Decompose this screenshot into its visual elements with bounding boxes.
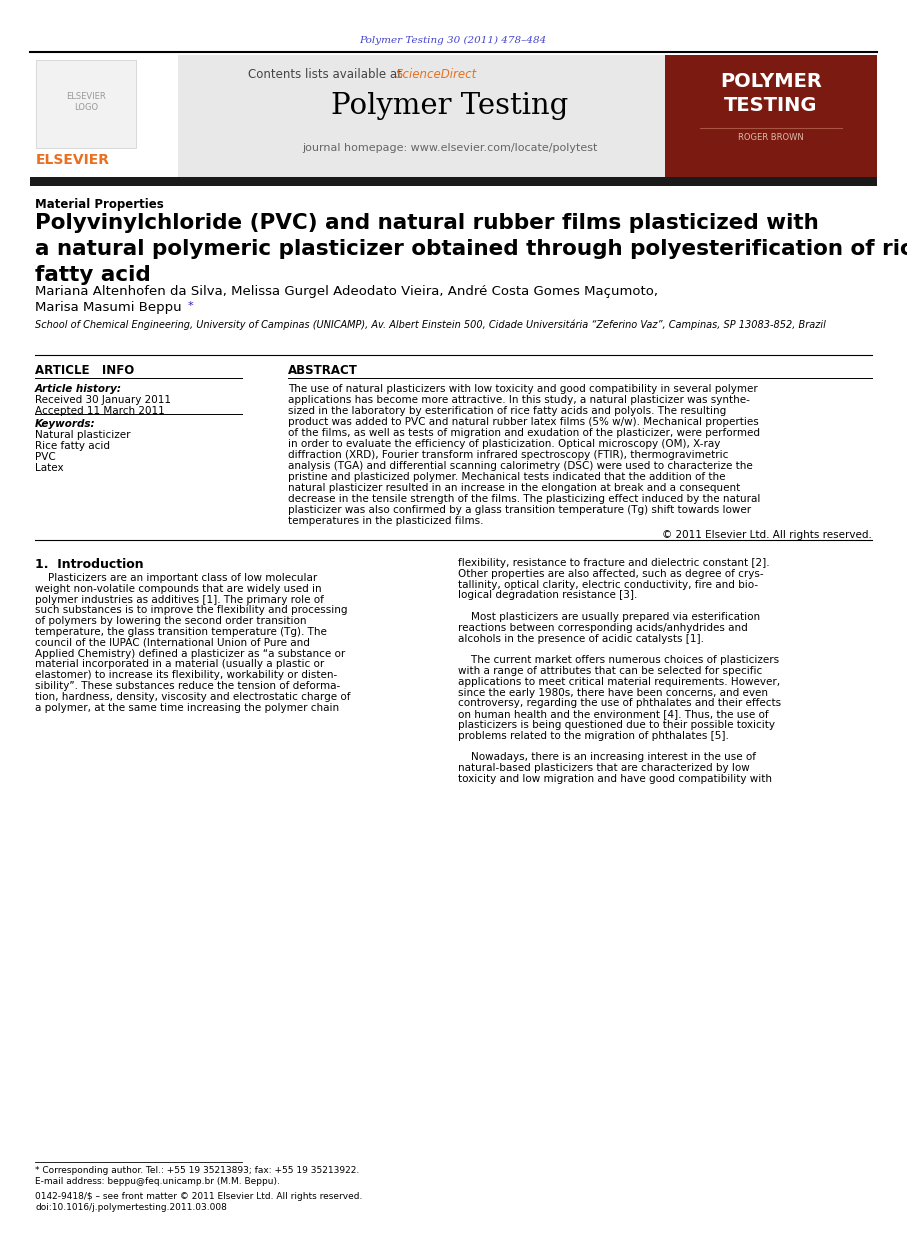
FancyBboxPatch shape — [30, 177, 877, 186]
Text: Plasticizers are an important class of low molecular: Plasticizers are an important class of l… — [35, 573, 317, 583]
Text: council of the IUPAC (International Union of Pure and: council of the IUPAC (International Unio… — [35, 638, 310, 647]
Text: applications has become more attractive. In this study, a natural plasticizer wa: applications has become more attractive.… — [288, 395, 750, 405]
Text: Keywords:: Keywords: — [35, 418, 95, 430]
Text: diffraction (XRD), Fourier transform infrared spectroscopy (FTIR), thermogravime: diffraction (XRD), Fourier transform inf… — [288, 449, 728, 461]
Text: alcohols in the presence of acidic catalysts [1].: alcohols in the presence of acidic catal… — [458, 634, 704, 644]
Text: such substances is to improve the flexibility and processing: such substances is to improve the flexib… — [35, 605, 347, 615]
Text: applications to meet critical material requirements. However,: applications to meet critical material r… — [458, 677, 780, 687]
Text: ARTICLE   INFO: ARTICLE INFO — [35, 364, 134, 378]
Text: plasticizer was also confirmed by a glass transition temperature (Tg) shift towa: plasticizer was also confirmed by a glas… — [288, 505, 751, 515]
Text: analysis (TGA) and differential scanning calorimetry (DSC) were used to characte: analysis (TGA) and differential scanning… — [288, 461, 753, 470]
Text: journal homepage: www.elsevier.com/locate/polytest: journal homepage: www.elsevier.com/locat… — [302, 144, 598, 154]
Text: 0142-9418/$ – see front matter © 2011 Elsevier Ltd. All rights reserved.: 0142-9418/$ – see front matter © 2011 El… — [35, 1192, 363, 1201]
Text: The use of natural plasticizers with low toxicity and good compatibility in seve: The use of natural plasticizers with low… — [288, 384, 757, 394]
Text: product was added to PVC and natural rubber latex films (5% w/w). Mechanical pro: product was added to PVC and natural rub… — [288, 417, 759, 427]
Text: TESTING: TESTING — [725, 97, 818, 115]
Text: temperatures in the plasticized films.: temperatures in the plasticized films. — [288, 516, 483, 526]
Text: decrease in the tensile strength of the films. The plasticizing effect induced b: decrease in the tensile strength of the … — [288, 494, 760, 504]
Text: © 2011 Elsevier Ltd. All rights reserved.: © 2011 Elsevier Ltd. All rights reserved… — [662, 530, 872, 540]
Text: natural plasticizer resulted in an increase in the elongation at break and a con: natural plasticizer resulted in an incre… — [288, 483, 740, 493]
Text: with a range of attributes that can be selected for specific: with a range of attributes that can be s… — [458, 666, 762, 676]
Text: polymer industries as additives [1]. The primary role of: polymer industries as additives [1]. The… — [35, 594, 324, 604]
Text: a natural polymeric plasticizer obtained through polyesterification of rice: a natural polymeric plasticizer obtained… — [35, 239, 907, 259]
Text: Natural plasticizer: Natural plasticizer — [35, 430, 131, 439]
Text: ROGER BROWN: ROGER BROWN — [738, 132, 804, 142]
Text: plasticizers is being questioned due to their possible toxicity: plasticizers is being questioned due to … — [458, 721, 775, 730]
Text: * Corresponding author. Tel.: +55 19 35213893; fax: +55 19 35213922.: * Corresponding author. Tel.: +55 19 352… — [35, 1166, 359, 1175]
Text: fatty acid: fatty acid — [35, 265, 151, 285]
Text: of the films, as well as tests of migration and exudation of the plasticizer, we: of the films, as well as tests of migrat… — [288, 428, 760, 438]
Text: weight non-volatile compounds that are widely used in: weight non-volatile compounds that are w… — [35, 584, 322, 594]
Text: POLYMER: POLYMER — [720, 72, 822, 92]
Text: a polymer, at the same time increasing the polymer chain: a polymer, at the same time increasing t… — [35, 703, 339, 713]
Text: The current market offers numerous choices of plasticizers: The current market offers numerous choic… — [458, 655, 779, 665]
Text: temperature, the glass transition temperature (Tg). The: temperature, the glass transition temper… — [35, 626, 327, 638]
Text: problems related to the migration of phthalates [5].: problems related to the migration of pht… — [458, 730, 729, 740]
Text: flexibility, resistance to fracture and dielectric constant [2].: flexibility, resistance to fracture and … — [458, 558, 770, 568]
Text: sibility”. These substances reduce the tension of deforma-: sibility”. These substances reduce the t… — [35, 681, 340, 691]
FancyBboxPatch shape — [665, 54, 877, 177]
Text: reactions between corresponding acids/anhydrides and: reactions between corresponding acids/an… — [458, 623, 747, 633]
Text: Received 30 January 2011: Received 30 January 2011 — [35, 395, 171, 405]
Text: ELSEVIER
LOGO: ELSEVIER LOGO — [66, 93, 106, 111]
Text: logical degradation resistance [3].: logical degradation resistance [3]. — [458, 591, 638, 600]
Text: tallinity, optical clarity, electric conductivity, fire and bio-: tallinity, optical clarity, electric con… — [458, 579, 758, 589]
Text: ELSEVIER: ELSEVIER — [36, 154, 110, 167]
Text: Accepted 11 March 2011: Accepted 11 March 2011 — [35, 406, 165, 416]
Text: Mariana Altenhofen da Silva, Melissa Gurgel Adeodato Vieira, André Costa Gomes M: Mariana Altenhofen da Silva, Melissa Gur… — [35, 285, 658, 298]
Text: Applied Chemistry) defined a plasticizer as “a substance or: Applied Chemistry) defined a plasticizer… — [35, 649, 346, 659]
Text: Article history:: Article history: — [35, 384, 122, 394]
Text: ABSTRACT: ABSTRACT — [288, 364, 358, 378]
Text: toxicity and low migration and have good compatibility with: toxicity and low migration and have good… — [458, 774, 772, 784]
Text: on human health and the environment [4]. Thus, the use of: on human health and the environment [4].… — [458, 709, 768, 719]
Text: doi:10.1016/j.polymertesting.2011.03.008: doi:10.1016/j.polymertesting.2011.03.008 — [35, 1203, 227, 1212]
Text: Latex: Latex — [35, 463, 63, 473]
Text: School of Chemical Engineering, University of Campinas (UNICAMP), Av. Albert Ein: School of Chemical Engineering, Universi… — [35, 319, 826, 329]
Text: Rice fatty acid: Rice fatty acid — [35, 441, 110, 451]
Text: since the early 1980s, there have been concerns, and even: since the early 1980s, there have been c… — [458, 687, 768, 697]
Text: tion, hardness, density, viscosity and electrostatic charge of: tion, hardness, density, viscosity and e… — [35, 692, 350, 702]
Text: *: * — [188, 301, 193, 311]
Text: pristine and plasticized polymer. Mechanical tests indicated that the addition o: pristine and plasticized polymer. Mechan… — [288, 472, 726, 482]
Text: controversy, regarding the use of phthalates and their effects: controversy, regarding the use of phthal… — [458, 698, 781, 708]
Text: natural-based plasticizers that are characterized by low: natural-based plasticizers that are char… — [458, 763, 750, 774]
Text: Other properties are also affected, such as degree of crys-: Other properties are also affected, such… — [458, 568, 764, 579]
Text: PVC: PVC — [35, 452, 55, 462]
Text: E-mail address: beppu@feq.unicamp.br (M.M. Beppu).: E-mail address: beppu@feq.unicamp.br (M.… — [35, 1177, 280, 1186]
FancyBboxPatch shape — [30, 54, 178, 177]
Text: Polyvinylchloride (PVC) and natural rubber films plasticized with: Polyvinylchloride (PVC) and natural rubb… — [35, 213, 819, 233]
FancyBboxPatch shape — [30, 54, 665, 177]
Text: Contents lists available at: Contents lists available at — [248, 68, 405, 80]
Text: Polymer Testing: Polymer Testing — [331, 92, 569, 120]
Text: Polymer Testing 30 (2011) 478–484: Polymer Testing 30 (2011) 478–484 — [359, 36, 547, 45]
Text: of polymers by lowering the second order transition: of polymers by lowering the second order… — [35, 617, 307, 626]
Text: in order to evaluate the efficiency of plasticization. Optical microscopy (OM), : in order to evaluate the efficiency of p… — [288, 439, 720, 449]
FancyBboxPatch shape — [36, 59, 136, 149]
Text: material incorporated in a material (usually a plastic or: material incorporated in a material (usu… — [35, 660, 324, 670]
Text: Material Properties: Material Properties — [35, 198, 164, 210]
Text: Nowadays, there is an increasing interest in the use of: Nowadays, there is an increasing interes… — [458, 753, 756, 763]
Text: Marisa Masumi Beppu: Marisa Masumi Beppu — [35, 301, 181, 314]
Text: Most plasticizers are usually prepared via esterification: Most plasticizers are usually prepared v… — [458, 612, 760, 621]
Text: sized in the laboratory by esterification of rice fatty acids and polyols. The r: sized in the laboratory by esterificatio… — [288, 406, 727, 416]
Text: ScienceDirect: ScienceDirect — [396, 68, 477, 80]
Text: 1.  Introduction: 1. Introduction — [35, 558, 143, 571]
Text: elastomer) to increase its flexibility, workability or disten-: elastomer) to increase its flexibility, … — [35, 670, 337, 680]
